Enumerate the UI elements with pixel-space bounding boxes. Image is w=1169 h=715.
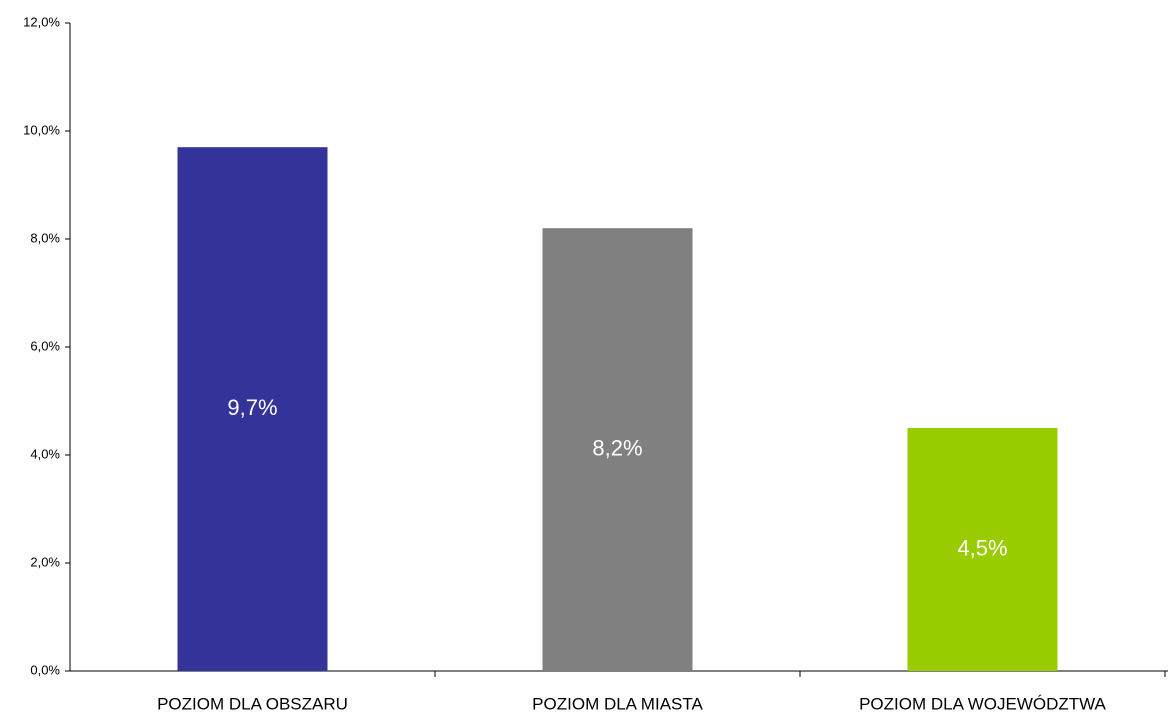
bar	[542, 228, 693, 671]
y-tick-label: 4,0%	[30, 446, 60, 461]
value-label: 4,5%	[957, 535, 1007, 560]
x-tick-label: POZIOM DLA WOJEWÓDZTWA	[859, 694, 1106, 713]
value-label: 8,2%	[592, 435, 642, 460]
y-tick-label: 2,0%	[30, 554, 60, 569]
y-tick-label: 10,0%	[23, 122, 60, 137]
y-tick-label: 8,0%	[30, 230, 60, 245]
y-tick-label: 0,0%	[30, 662, 60, 677]
x-tick-label: POZIOM DLA OBSZARU	[157, 694, 348, 713]
y-tick-label: 12,0%	[23, 14, 60, 29]
bar	[177, 147, 328, 671]
y-tick-label: 6,0%	[30, 338, 60, 353]
bar	[907, 428, 1058, 671]
x-tick-label: POZIOM DLA MIASTA	[532, 694, 703, 713]
value-label: 9,7%	[227, 395, 277, 420]
